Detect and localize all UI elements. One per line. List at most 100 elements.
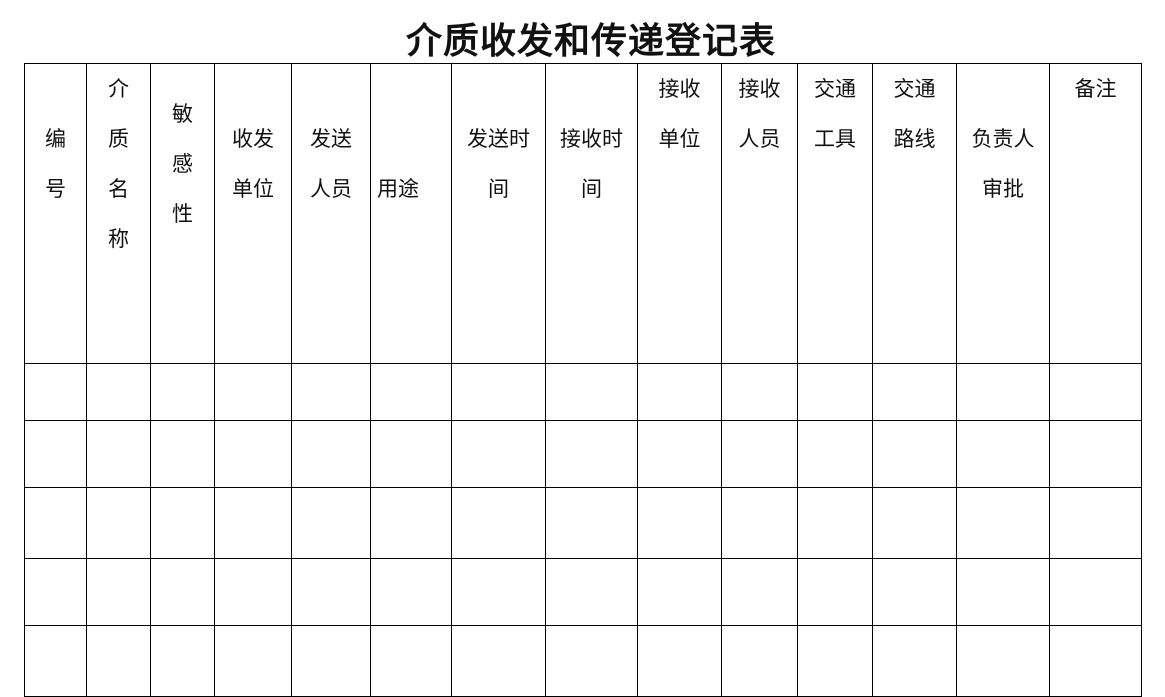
empty-cell[interactable] <box>370 420 452 488</box>
empty-cell[interactable] <box>86 420 151 488</box>
empty-cell[interactable] <box>150 420 215 488</box>
empty-cell[interactable] <box>1049 420 1142 488</box>
empty-cell[interactable] <box>545 420 638 488</box>
empty-cell[interactable] <box>637 363 722 421</box>
empty-cell[interactable] <box>291 363 371 421</box>
header-cell-number: 编号 <box>24 63 87 364</box>
header-cell-send-time: 发送时间 <box>451 63 546 364</box>
empty-cell[interactable] <box>291 558 371 626</box>
empty-cell[interactable] <box>956 558 1050 626</box>
empty-cell[interactable] <box>370 558 452 626</box>
header-text: 收发 <box>232 127 274 151</box>
empty-cell[interactable] <box>86 487 151 559</box>
empty-cell[interactable] <box>24 420 87 488</box>
header-text: 敏 <box>172 102 193 126</box>
empty-cell[interactable] <box>721 363 798 421</box>
empty-cell[interactable] <box>214 558 292 626</box>
empty-cell[interactable] <box>637 558 722 626</box>
header-cell-receiver: 接收 人员 <box>721 63 798 364</box>
header-cell-media-name: 介质名称 <box>86 63 151 364</box>
empty-cell[interactable] <box>956 363 1050 421</box>
empty-cell[interactable] <box>721 487 798 559</box>
empty-cell[interactable] <box>797 558 873 626</box>
empty-cell[interactable] <box>637 487 722 559</box>
header-text: 称 <box>108 227 129 251</box>
header-cell-sensitivity: 敏感性 <box>150 63 215 364</box>
header-text: 单位 <box>232 177 274 201</box>
empty-cell[interactable] <box>86 558 151 626</box>
empty-cell[interactable] <box>150 363 215 421</box>
empty-cell[interactable] <box>214 625 292 697</box>
header-cell-unit: 收发 单位 <box>214 63 292 364</box>
empty-cell[interactable] <box>637 625 722 697</box>
header-text: 间 <box>488 177 509 201</box>
empty-cell[interactable] <box>545 625 638 697</box>
empty-cell[interactable] <box>451 420 546 488</box>
header-text: 质 <box>108 127 129 151</box>
empty-cell[interactable] <box>370 487 452 559</box>
empty-cell[interactable] <box>797 487 873 559</box>
empty-cell[interactable] <box>24 625 87 697</box>
empty-cell[interactable] <box>214 363 292 421</box>
header-cell-approval: 负责人 审批 <box>956 63 1050 364</box>
empty-cell[interactable] <box>214 420 292 488</box>
empty-cell[interactable] <box>872 558 957 626</box>
header-text: 名 <box>108 177 129 201</box>
empty-cell[interactable] <box>872 487 957 559</box>
header-text: 介 <box>108 77 129 101</box>
empty-cell[interactable] <box>150 558 215 626</box>
empty-cell[interactable] <box>797 363 873 421</box>
empty-cell[interactable] <box>291 487 371 559</box>
empty-cell[interactable] <box>545 558 638 626</box>
header-cell-route: 交通 路线 <box>872 63 957 364</box>
empty-cell[interactable] <box>24 558 87 626</box>
header-text: 审批 <box>982 177 1024 201</box>
empty-cell[interactable] <box>872 420 957 488</box>
empty-cell[interactable] <box>451 363 546 421</box>
header-row: 编号 介质名称 敏感性 收发 单位 发送 人员 用途 发送时间 接收时间 接收 单位 … <box>24 63 1142 364</box>
empty-cell[interactable] <box>24 363 87 421</box>
empty-cell[interactable] <box>872 625 957 697</box>
header-cell-transport: 交通 工具 <box>797 63 873 364</box>
header-text: 编 <box>45 127 66 151</box>
empty-cell[interactable] <box>291 420 371 488</box>
empty-cell[interactable] <box>545 363 638 421</box>
empty-cell[interactable] <box>956 420 1050 488</box>
table-row <box>24 558 1142 626</box>
header-text: 人员 <box>310 177 352 201</box>
empty-cell[interactable] <box>370 625 452 697</box>
empty-cell[interactable] <box>1049 625 1142 697</box>
header-cell-remarks: 备注 <box>1049 63 1142 364</box>
table-row <box>24 625 1142 697</box>
empty-cell[interactable] <box>721 625 798 697</box>
empty-cell[interactable] <box>721 558 798 626</box>
empty-cell[interactable] <box>86 363 151 421</box>
empty-cell[interactable] <box>1049 363 1142 421</box>
empty-cell[interactable] <box>956 625 1050 697</box>
empty-cell[interactable] <box>545 487 638 559</box>
empty-cell[interactable] <box>451 625 546 697</box>
empty-cell[interactable] <box>451 558 546 626</box>
empty-cell[interactable] <box>86 625 151 697</box>
empty-cell[interactable] <box>1049 558 1142 626</box>
empty-cell[interactable] <box>872 363 957 421</box>
empty-cell[interactable] <box>721 420 798 488</box>
empty-cell[interactable] <box>1049 487 1142 559</box>
empty-cell[interactable] <box>637 420 722 488</box>
empty-cell[interactable] <box>150 487 215 559</box>
table-row <box>24 487 1142 559</box>
empty-cell[interactable] <box>956 487 1050 559</box>
empty-cell[interactable] <box>797 625 873 697</box>
registration-table: 编号 介质名称 敏感性 收发 单位 发送 人员 用途 发送时间 接收时间 接收 单位 … <box>24 63 1142 697</box>
empty-cell[interactable] <box>214 487 292 559</box>
empty-cell[interactable] <box>24 487 87 559</box>
header-cell-receiving-unit: 接收 单位 <box>637 63 722 364</box>
header-text: 用途 <box>377 177 419 201</box>
empty-cell[interactable] <box>797 420 873 488</box>
empty-cell[interactable] <box>291 625 371 697</box>
header-text: 发送时 <box>467 127 530 151</box>
empty-cell[interactable] <box>370 363 452 421</box>
empty-cell[interactable] <box>150 625 215 697</box>
header-text: 负责人 <box>971 127 1035 151</box>
empty-cell[interactable] <box>451 487 546 559</box>
